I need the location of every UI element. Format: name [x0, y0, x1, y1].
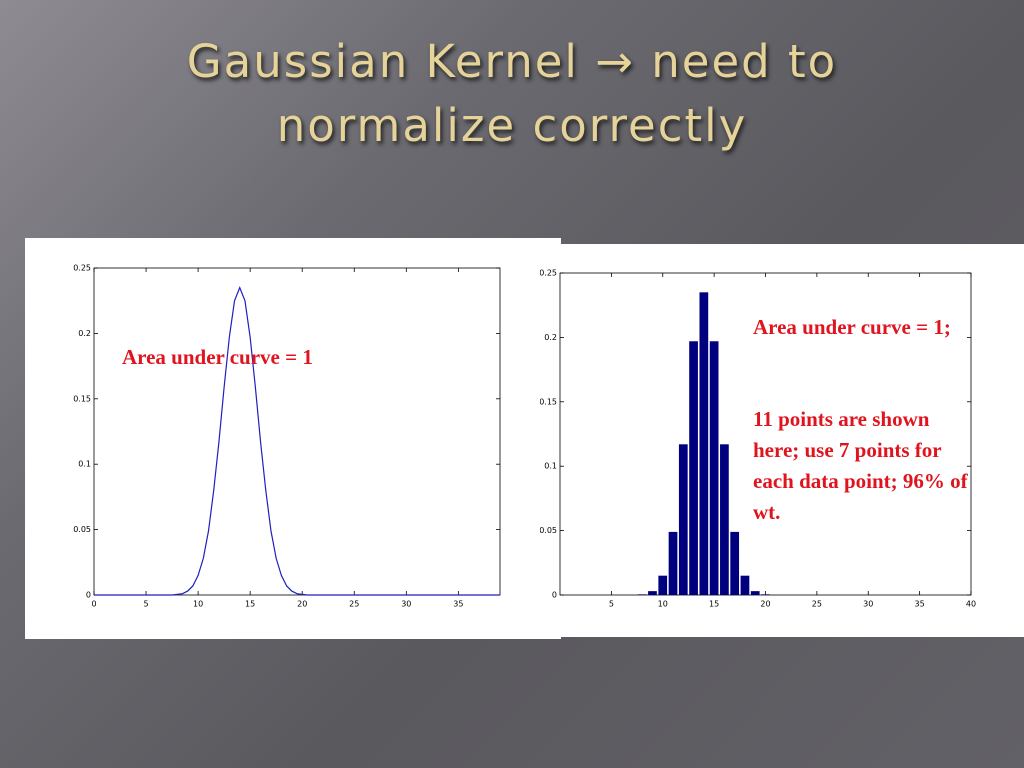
x-tick-label: 10: [658, 600, 668, 609]
y-tick-label: 0.1: [78, 460, 91, 469]
bar: [761, 594, 770, 595]
bar: [689, 341, 698, 595]
x-tick-label: 5: [144, 600, 149, 609]
plot-frame: [93, 267, 501, 596]
y-tick-label: 0.15: [73, 394, 91, 403]
bar: [750, 591, 760, 595]
x-tick-label: 20: [760, 600, 770, 609]
x-tick-label: 5: [609, 600, 614, 609]
chart: 0 0.05 0.1 0.15 0.2 0.25 0 5 10 15 20 25 30 35: [73, 264, 501, 609]
y-tick-label: 0: [86, 591, 91, 600]
bar: [740, 575, 750, 595]
x-tick-label: 20: [297, 600, 307, 609]
bar: [699, 292, 709, 595]
bar: [720, 444, 729, 595]
y-tick-label: 0.2: [78, 329, 91, 338]
y-tick-label: 0.15: [540, 397, 557, 406]
y-tick-label: 0.25: [540, 269, 557, 278]
y-tick-label: 0.2: [544, 333, 557, 342]
chart-panel: 0 0.05 0.1 0.15 0.2 0.25 5 10 15 20 25 30 35 40 Area …: [540, 244, 1024, 637]
x-tick-label: 35: [453, 600, 463, 609]
x-tick-label: 35: [915, 600, 925, 609]
y-tick-label: 0.05: [73, 525, 91, 534]
chart: 0 0.05 0.1 0.15 0.2 0.25 5 10 15 20 25 30 35 40: [540, 269, 976, 609]
y-tick-label: 0: [552, 591, 557, 600]
slide-title: Gaussian Kernel → need to normalize corr…: [186, 35, 838, 152]
x-tick-label: 30: [401, 600, 411, 609]
x-tick-label: 15: [709, 600, 719, 609]
bar: [658, 575, 668, 595]
bar: [637, 594, 647, 595]
bar: [730, 531, 740, 595]
bar: [678, 444, 688, 595]
chart-panel: 0 0.05 0.1 0.15 0.2 0.25 0 5 10 15 20 25 30 35 Area u…: [25, 238, 561, 639]
line: [94, 285, 500, 596]
bar: [668, 531, 678, 595]
y-tick-label: 0.25: [73, 264, 91, 273]
annotation: Area under curve = 1: [122, 345, 313, 369]
x-tick-label: 25: [812, 600, 822, 609]
bar: [709, 341, 719, 595]
x-tick-label: 15: [245, 600, 255, 609]
annotation: Area under curve = 1;: [753, 315, 951, 339]
y-tick-label: 0.05: [540, 526, 557, 535]
x-tick-label: 40: [966, 600, 976, 609]
x-tick-label: 25: [349, 600, 359, 609]
y-tick-label: 0.1: [544, 462, 557, 471]
x-tick-label: 10: [193, 600, 203, 609]
bar: [648, 591, 657, 595]
annotation: 11 points are shown here; use 7 points f…: [753, 407, 968, 524]
x-tick-label: 0: [91, 600, 96, 609]
x-tick-label: 30: [863, 600, 873, 609]
